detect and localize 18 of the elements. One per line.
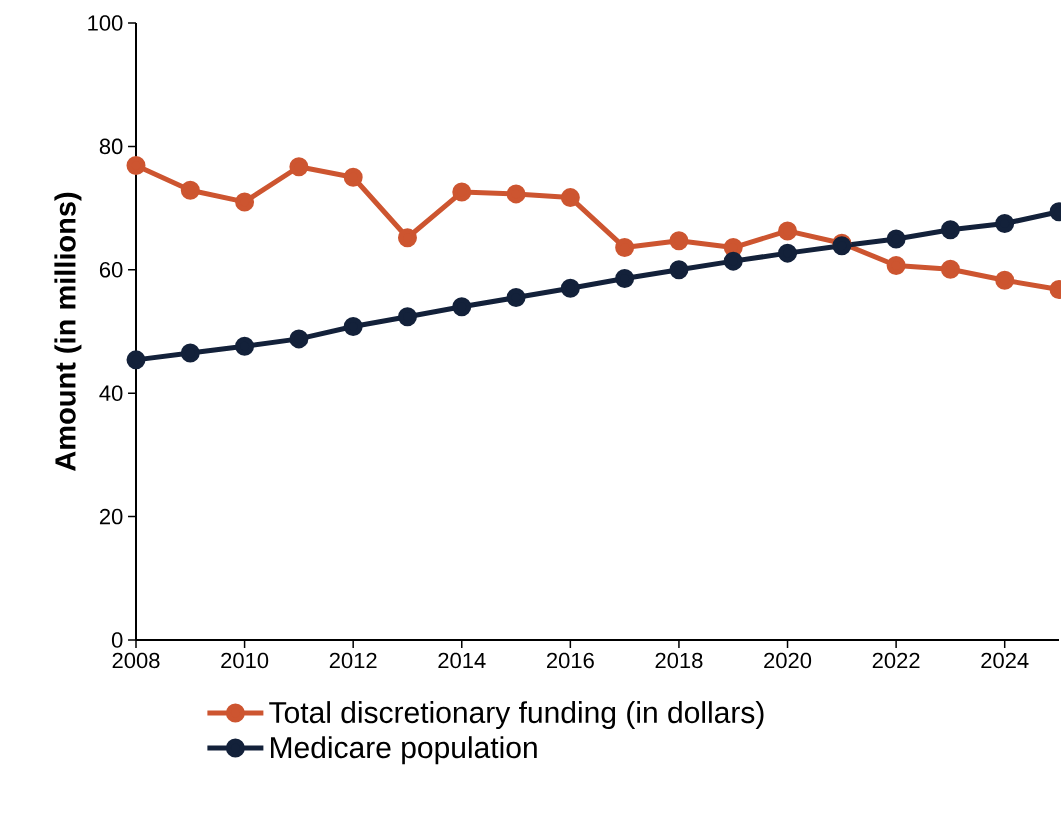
y-tick-label: 60 bbox=[99, 262, 123, 278]
y-axis-title: Amount (in millions) bbox=[54, 192, 82, 471]
y-tick-label: 100 bbox=[88, 15, 123, 31]
x-tick-label: 2012 bbox=[329, 652, 377, 669]
legend-label: Total discretionary funding (in dollars) bbox=[269, 701, 764, 730]
x-tick-label: 2010 bbox=[221, 652, 269, 669]
x-tick-label: 2008 bbox=[112, 652, 160, 669]
x-tick-label: 2014 bbox=[438, 652, 486, 669]
x-tick-label: 2022 bbox=[872, 652, 920, 669]
x-tick-label: 2024 bbox=[981, 652, 1029, 669]
x-tick-label: 2016 bbox=[546, 652, 594, 669]
y-tick-label: 20 bbox=[99, 508, 123, 525]
x-tick-label: 2018 bbox=[655, 652, 703, 669]
y-tick-label: 40 bbox=[99, 385, 123, 401]
legend-label: Medicare population bbox=[271, 736, 537, 765]
y-tick-label: 0 bbox=[111, 632, 123, 648]
x-tick-label: 2020 bbox=[764, 652, 812, 669]
y-tick-label: 80 bbox=[99, 138, 123, 155]
